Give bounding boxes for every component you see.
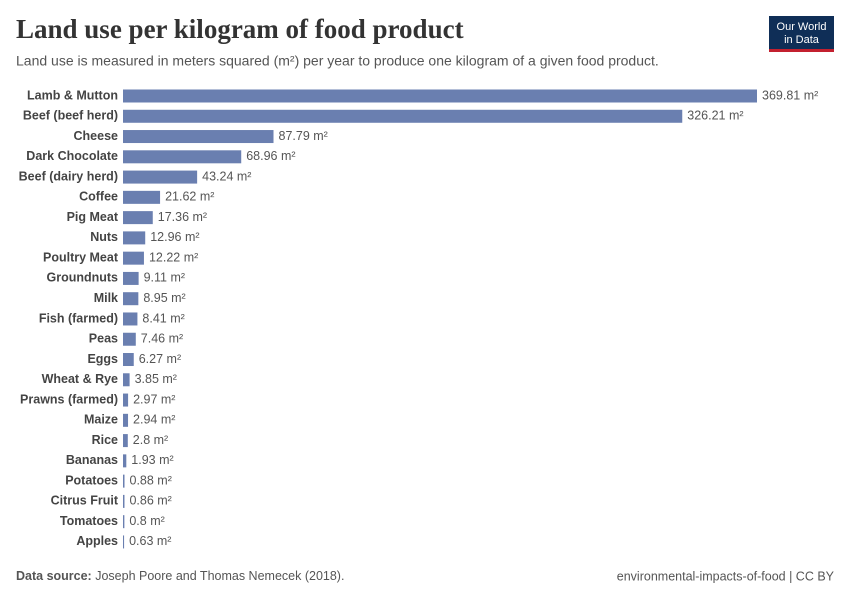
category-label: Beef (beef herd) <box>23 109 118 123</box>
category-label: Groundnuts <box>46 271 118 285</box>
bar <box>123 515 125 529</box>
value-label: 369.81 m² <box>762 88 818 102</box>
bar <box>123 271 139 285</box>
value-label: 8.95 m² <box>143 291 185 305</box>
category-label: Cheese <box>74 129 119 143</box>
bar <box>123 494 125 508</box>
bar <box>123 211 153 225</box>
value-label: 0.88 m² <box>130 473 172 487</box>
category-label: Fish (farmed) <box>39 311 118 325</box>
category-label: Maize <box>84 413 118 427</box>
category-label: Peas <box>89 332 118 346</box>
bar <box>123 312 138 326</box>
logo: Our World in Data <box>769 16 834 52</box>
category-label: Rice <box>92 433 118 447</box>
value-label: 12.96 m² <box>150 230 199 244</box>
category-label: Potatoes <box>65 473 118 487</box>
value-label: 21.62 m² <box>165 190 214 204</box>
category-label: Milk <box>94 291 118 305</box>
category-label: Coffee <box>79 190 118 204</box>
bar <box>123 170 198 184</box>
value-label: 9.11 m² <box>144 271 185 285</box>
bar <box>123 454 127 468</box>
category-label: Poultry Meat <box>43 250 119 264</box>
footer: environmental-impacts-of-food | CC BY <box>617 569 835 583</box>
bar <box>123 373 130 387</box>
logo-stripe <box>769 49 834 52</box>
bar <box>123 150 242 164</box>
category-label: Citrus Fruit <box>51 494 119 508</box>
value-label: 1.93 m² <box>131 453 173 467</box>
source-label: Data source: <box>16 569 92 583</box>
value-label: 68.96 m² <box>246 149 295 163</box>
bar <box>123 434 128 448</box>
category-label: Tomatoes <box>60 514 118 528</box>
value-label: 0.63 m² <box>129 534 171 548</box>
value-label: 0.86 m² <box>129 494 171 508</box>
bar <box>123 353 134 367</box>
category-label: Lamb & Mutton <box>27 88 118 102</box>
value-label: 3.85 m² <box>135 372 177 386</box>
value-label: 7.46 m² <box>141 332 183 346</box>
value-label: 17.36 m² <box>158 210 207 224</box>
bar <box>123 89 757 103</box>
source-text: Joseph Poore and Thomas Nemecek (2018). <box>95 569 344 583</box>
value-label: 8.41 m² <box>142 311 184 325</box>
source: Data source: Joseph Poore and Thomas Nem… <box>16 569 344 583</box>
value-label: 6.27 m² <box>139 352 181 366</box>
category-label: Prawns (farmed) <box>20 392 118 406</box>
bar <box>123 332 136 346</box>
chart-subtitle: Land use is measured in meters squared (… <box>16 53 659 69</box>
bar <box>123 474 125 488</box>
bar <box>123 130 274 144</box>
category-label: Eggs <box>87 352 118 366</box>
value-label: 2.94 m² <box>133 413 175 427</box>
bar <box>123 292 139 306</box>
category-label: Apples <box>76 534 118 548</box>
category-label: Wheat & Rye <box>42 372 118 386</box>
value-label: 12.22 m² <box>149 250 198 264</box>
category-label: Beef (dairy herd) <box>19 169 118 183</box>
value-label: 326.21 m² <box>687 109 743 123</box>
bar <box>123 231 146 245</box>
logo-box <box>769 16 834 52</box>
bar <box>123 109 683 123</box>
bar <box>123 190 161 204</box>
category-label: Bananas <box>66 453 118 467</box>
chart-title: Land use per kilogram of food product <box>16 14 464 44</box>
value-label: 2.8 m² <box>133 433 168 447</box>
bar <box>123 393 129 407</box>
value-label: 2.97 m² <box>133 392 175 406</box>
category-label: Dark Chocolate <box>26 149 118 163</box>
logo-text: Our World <box>777 21 827 33</box>
logo-text: in Data <box>784 34 820 46</box>
value-label: 87.79 m² <box>279 129 328 143</box>
bar <box>123 535 125 549</box>
bar <box>123 251 144 265</box>
value-label: 0.8 m² <box>129 514 164 528</box>
value-label: 43.24 m² <box>202 169 251 183</box>
category-label: Nuts <box>90 230 118 244</box>
category-label: Pig Meat <box>67 210 119 224</box>
bar <box>123 413 129 427</box>
